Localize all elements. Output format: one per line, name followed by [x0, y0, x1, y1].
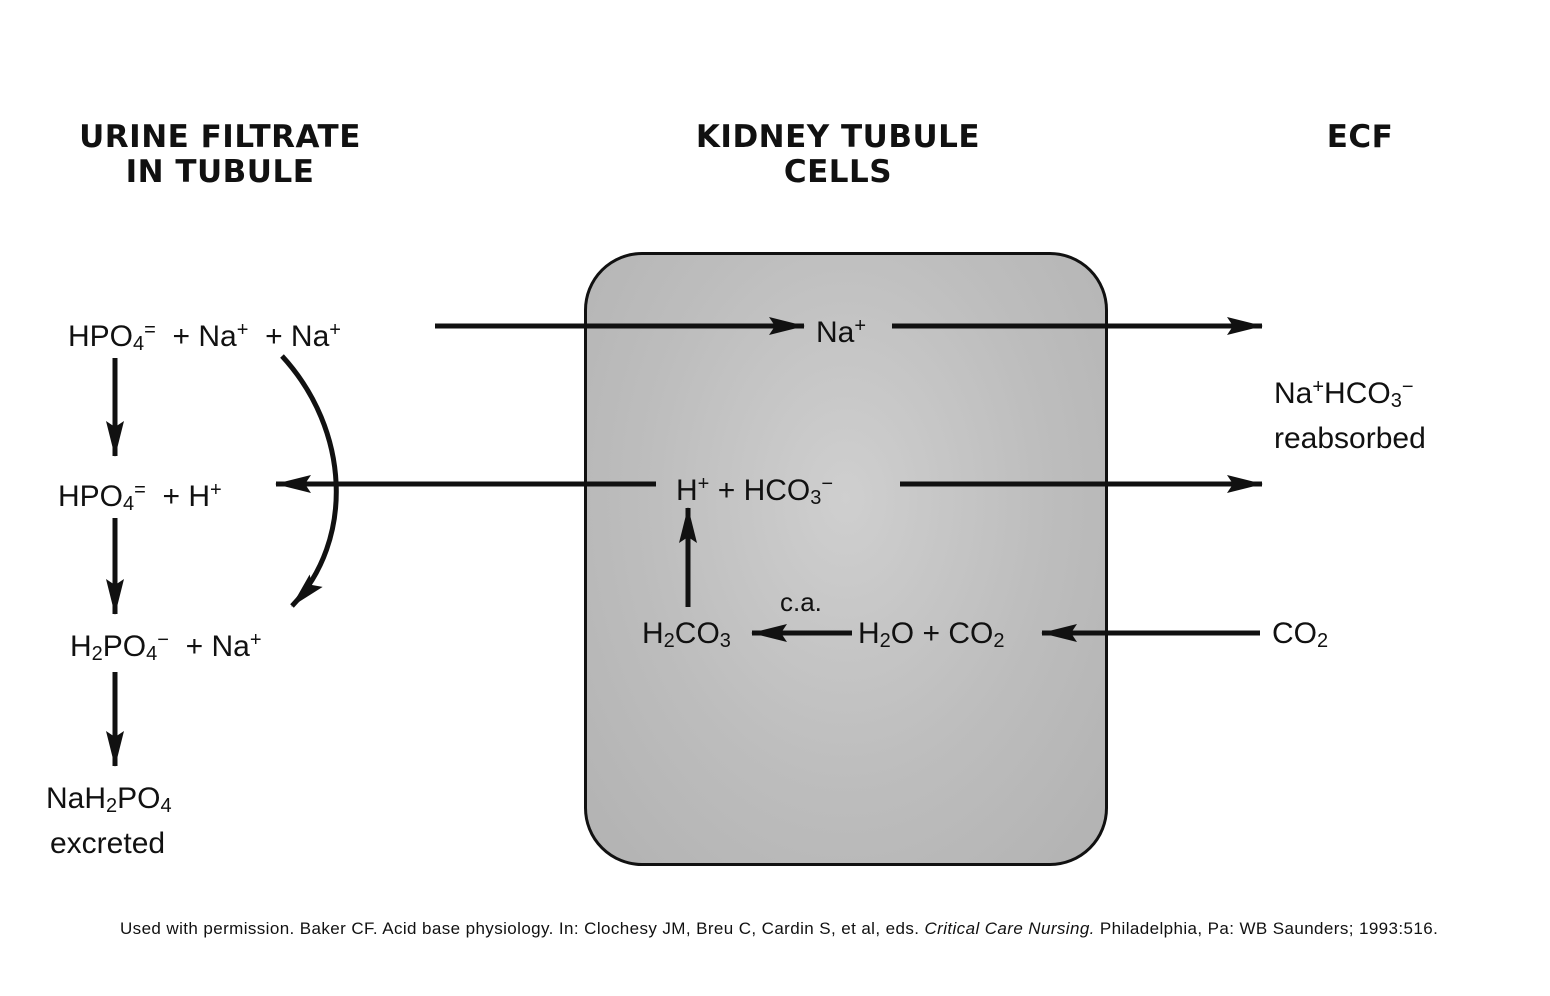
- cell-na-label: Na: [816, 316, 855, 349]
- h2o-h: H: [858, 617, 880, 650]
- ecf-nahco3: Na+HCO3− reabsorbed: [1274, 368, 1426, 458]
- cell-h-label: H: [676, 474, 698, 507]
- reabsorbed-label: reabsorbed: [1274, 422, 1426, 455]
- hpo4-sup-2: =: [134, 479, 146, 501]
- urine-row-hpo4-h: HPO4= + H+: [58, 472, 222, 522]
- citation-book: Critical Care Nursing.: [924, 919, 1095, 938]
- cell-hco3-label: HCO: [743, 474, 811, 507]
- ecf-co2-sub: 2: [1317, 630, 1329, 652]
- cell-plus: +: [717, 474, 736, 507]
- na-sup-2: +: [329, 319, 341, 341]
- ecf-hco3-sup: −: [1401, 376, 1414, 398]
- h-label: + H: [162, 480, 211, 513]
- nah2po4-po: PO: [117, 782, 161, 815]
- cell-na: Na+: [816, 308, 866, 351]
- h2o-co2-rest: O + CO: [890, 617, 994, 650]
- citation-post: Philadelphia, Pa: WB Saunders; 1993:516.: [1094, 919, 1439, 938]
- header-kidney-cells: KIDNEY TUBULE CELLS: [688, 120, 988, 190]
- h-sup: +: [210, 479, 222, 501]
- h2po4-sup: −: [157, 629, 169, 651]
- cell-h2co3: H2CO3: [642, 616, 731, 659]
- h2po4-h: H: [70, 630, 92, 663]
- h2po4-po: PO: [102, 630, 147, 663]
- header-urine-line1: URINE FILTRATE: [79, 119, 361, 155]
- h2po4-sub-a: 2: [91, 643, 103, 665]
- nah2po4-sub-a: 2: [106, 795, 118, 817]
- header-ecf-text: ECF: [1326, 119, 1394, 155]
- cell-h2o-co2: H2O + CO2: [858, 616, 1004, 659]
- header-urine-filtrate: URINE FILTRATE IN TUBULE: [70, 120, 370, 190]
- hpo4-label-2: HPO: [58, 480, 124, 513]
- kidney-cell-box: [584, 252, 1108, 866]
- arrow-na-curve: [280, 354, 339, 608]
- h2po4-sub-b: 4: [146, 643, 158, 665]
- cell-h-sup: +: [697, 473, 710, 495]
- nah2po4-nah: NaH: [46, 782, 107, 815]
- nah2po4-sub-b: 4: [160, 795, 172, 817]
- h2co3-h: H: [642, 617, 664, 650]
- header-kidney-line2: CELLS: [783, 154, 893, 190]
- citation: Used with permission. Baker CF. Acid bas…: [120, 919, 1438, 939]
- na-sup-3: +: [249, 629, 262, 651]
- hpo4-sup: =: [144, 319, 156, 341]
- urine-row-hpo4-na-na: HPO4= + Na+ + Na+: [68, 312, 341, 362]
- hpo4-sub: 4: [133, 333, 145, 355]
- header-kidney-line1: KIDNEY TUBULE: [695, 119, 981, 155]
- h2co3-sub-a: 2: [663, 630, 675, 652]
- na-label-2: + Na: [265, 320, 330, 353]
- ecf-co2: CO2: [1272, 616, 1328, 659]
- ecf-hco3-sub: 3: [1390, 390, 1402, 412]
- hpo4-label: HPO: [68, 320, 134, 353]
- h2o-sub: 2: [879, 630, 891, 652]
- header-urine-line2: IN TUBULE: [125, 154, 315, 190]
- ecf-na: Na: [1274, 377, 1313, 410]
- na-label-1: + Na: [172, 320, 237, 353]
- ecf-co2-label: CO: [1272, 617, 1317, 650]
- citation-pre: Used with permission. Baker CF. Acid bas…: [120, 919, 925, 938]
- na-label-3: + Na: [185, 630, 250, 663]
- cell-hco3-sub: 3: [810, 487, 822, 509]
- h2co3-sub-b: 3: [719, 630, 731, 652]
- header-ecf: ECF: [1300, 120, 1420, 155]
- excreted-label: excreted: [50, 827, 166, 860]
- ecf-na-sup: +: [1312, 376, 1325, 398]
- h2co3-co: CO: [674, 617, 720, 650]
- urine-row-h2po4-na: H2PO4− + Na+: [70, 622, 262, 672]
- cell-na-sup: +: [854, 315, 867, 337]
- carbonic-anhydrase-label: c.a.: [780, 587, 822, 617]
- urine-row-nah2po4: NaH2PO4 excreted: [46, 780, 172, 863]
- hpo4-sub-2: 4: [123, 493, 135, 515]
- na-sup-1: +: [236, 319, 249, 341]
- co2-sub: 2: [993, 630, 1005, 652]
- cell-h-hco3: H+ + HCO3−: [676, 466, 833, 516]
- cell-hco3-sup: −: [821, 473, 834, 495]
- ecf-hco3: HCO: [1324, 377, 1391, 410]
